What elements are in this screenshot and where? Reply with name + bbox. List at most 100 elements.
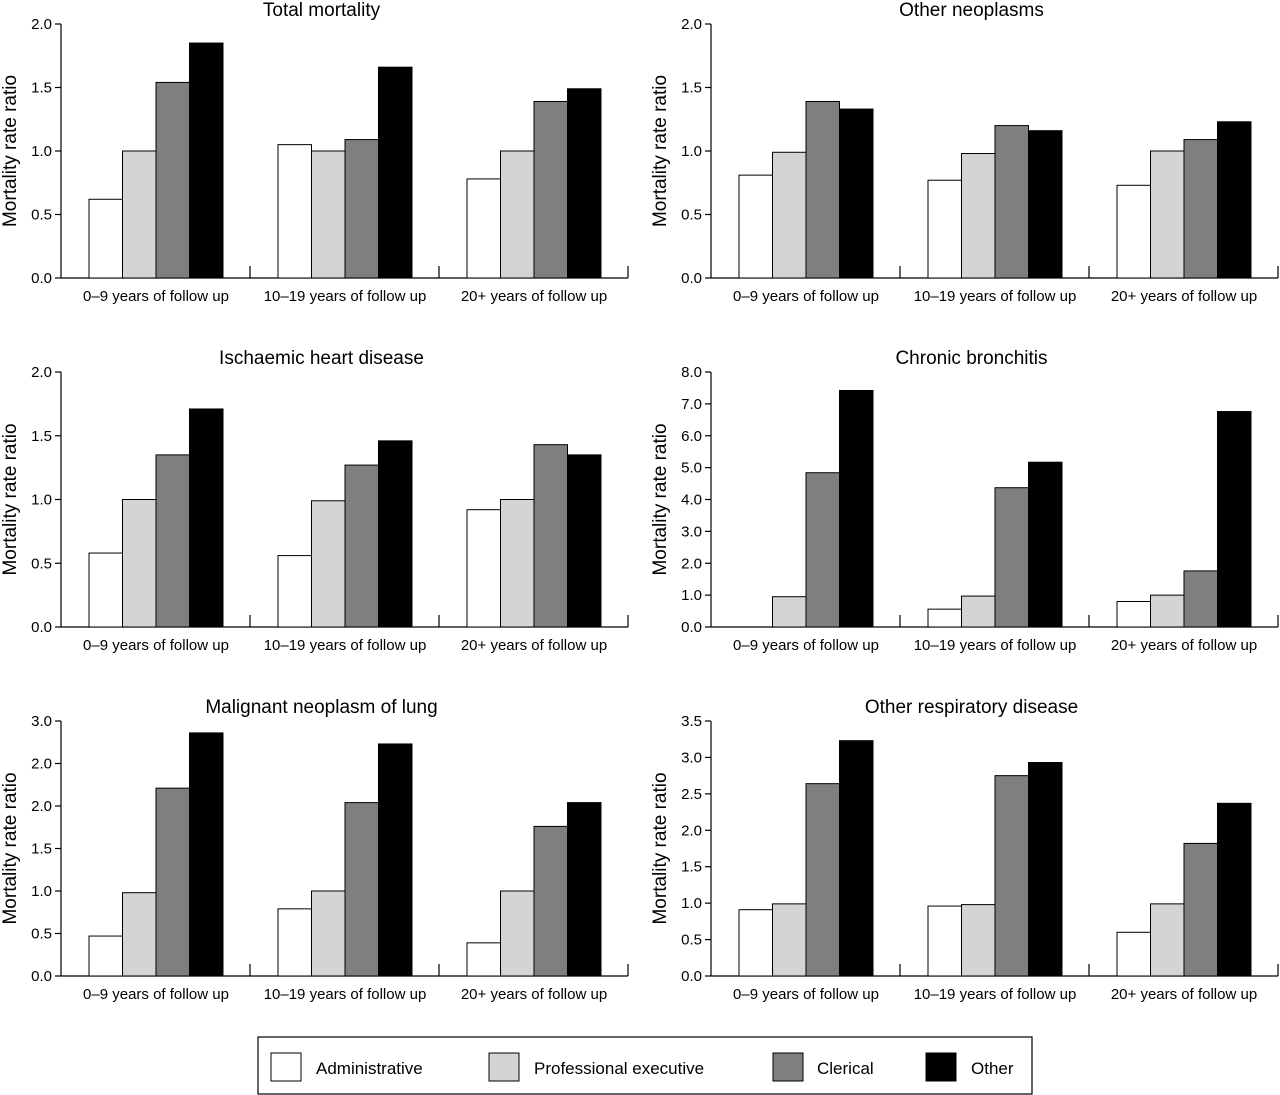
bar-other [378, 440, 413, 628]
x-category-label: 0–9 years of follow up [83, 288, 229, 305]
y-tick-label: 2.0 [31, 364, 52, 381]
y-axis-label: Mortality rate ratio [0, 75, 21, 227]
y-tick-label: 1.0 [681, 587, 702, 604]
legend: Administrative Professional executive Cler… [257, 1036, 1033, 1095]
bar-clerical [1183, 570, 1218, 628]
legend-label-professional-executive: Professional executive [534, 1059, 704, 1078]
y-tick-label: 1.0 [31, 883, 52, 900]
bar-other [567, 454, 602, 628]
x-category-label: 10–19 years of follow up [914, 637, 1077, 654]
y-tick-label: 0.0 [681, 619, 702, 636]
x-category-label: 10–19 years of follow up [264, 288, 427, 305]
legend-label-administrative: Administrative [316, 1059, 423, 1078]
y-tick-label: 0.0 [31, 968, 52, 985]
x-category-label: 20+ years of follow up [1111, 288, 1257, 305]
y-tick-label: 2.5 [681, 786, 702, 803]
y-tick-label: 0.5 [31, 207, 52, 224]
bar-clerical [344, 464, 379, 628]
y-tick-label: 1.5 [31, 428, 52, 445]
bar-administrative [738, 174, 773, 279]
y-tick-label: 1.0 [681, 895, 702, 912]
x-category-label: 0–9 years of follow up [733, 637, 879, 654]
y-tick-label: 5.0 [681, 460, 702, 477]
x-category-label: 10–19 years of follow up [914, 986, 1077, 1003]
panel-other-respiratory-disease: Other respiratory disease Mortality rate … [650, 697, 1279, 1003]
bar-administrative [466, 509, 501, 628]
panel-title: Malignant neoplasm of lung [205, 697, 437, 718]
x-category-label: 0–9 years of follow up [733, 288, 879, 305]
bar-other [839, 108, 874, 279]
bar-administrative [927, 905, 962, 977]
bar-professional-executive [500, 890, 535, 977]
y-axis-label: Mortality rate ratio [0, 423, 21, 575]
bar-administrative [88, 552, 123, 628]
y-tick-label: 4.0 [681, 492, 702, 509]
legend-label-clerical: Clerical [817, 1059, 874, 1078]
bar-clerical [155, 787, 190, 977]
y-tick-label: 1.5 [681, 859, 702, 876]
y-tick-label: 2.0 [31, 756, 52, 773]
bar-professional-executive [1150, 903, 1185, 977]
bar-other [567, 88, 602, 279]
y-tick-label: 2.0 [31, 16, 52, 33]
legend-swatch-clerical [772, 1052, 804, 1082]
bar-clerical [155, 81, 190, 279]
bar-clerical [344, 139, 379, 279]
bar-other [1028, 130, 1063, 279]
bar-other [189, 408, 224, 628]
y-tick-label: 3.5 [681, 713, 702, 730]
bar-professional-executive [500, 499, 535, 628]
y-tick-label: 2.0 [681, 822, 702, 839]
y-tick-label: 0.5 [31, 926, 52, 943]
y-tick-label: 0.5 [681, 207, 702, 224]
bar-other [189, 732, 224, 977]
bar-other [1028, 762, 1063, 977]
legend-swatch-other [925, 1052, 957, 1082]
y-tick-label: 0.0 [681, 270, 702, 287]
panel-title: Other neoplasms [899, 0, 1044, 21]
y-tick-label: 0.5 [681, 932, 702, 949]
bar-other [1217, 411, 1252, 628]
y-tick-label: 6.0 [681, 428, 702, 445]
y-axis-label: Mortality rate ratio [0, 772, 21, 924]
y-tick-label: 0.0 [31, 270, 52, 287]
y-tick-label: 2.0 [31, 798, 52, 815]
x-category-label: 20+ years of follow up [1111, 637, 1257, 654]
y-axis-label: Mortality rate ratio [650, 75, 671, 227]
bar-administrative [88, 198, 123, 279]
bar-clerical [1183, 842, 1218, 977]
y-tick-label: 1.5 [681, 80, 702, 97]
bar-other [839, 740, 874, 977]
bar-clerical [533, 444, 568, 628]
x-category-label: 0–9 years of follow up [733, 986, 879, 1003]
x-category-label: 10–19 years of follow up [264, 986, 427, 1003]
legend-label-other: Other [971, 1059, 1014, 1078]
x-category-label: 0–9 years of follow up [83, 637, 229, 654]
bar-professional-executive [311, 500, 346, 628]
y-tick-label: 3.0 [681, 523, 702, 540]
bar-administrative [466, 942, 501, 977]
x-category-label: 10–19 years of follow up [264, 637, 427, 654]
bar-administrative [1116, 931, 1151, 977]
bar-administrative [1116, 601, 1151, 628]
bar-clerical [533, 825, 568, 977]
y-tick-label: 3.0 [681, 749, 702, 766]
legend-box [257, 1036, 1033, 1095]
bar-professional-executive [772, 151, 807, 279]
bar-professional-executive [1150, 594, 1185, 628]
bar-clerical [994, 775, 1029, 977]
bar-administrative [277, 555, 312, 628]
y-tick-label: 2.0 [681, 16, 702, 33]
y-tick-label: 1.0 [31, 492, 52, 509]
y-axis-label: Mortality rate ratio [650, 423, 671, 575]
y-tick-label: 1.5 [31, 80, 52, 97]
bar-other [1217, 121, 1252, 279]
panel-title: Chronic bronchitis [895, 348, 1047, 369]
panel-other-neoplasms: Other neoplasms Mortality rate ratio 0.0 0.… [650, 0, 1279, 305]
bar-professional-executive [1150, 150, 1185, 279]
x-category-label: 10–19 years of follow up [914, 288, 1077, 305]
panel-total-mortality: Total mortality Mortality rate ratio 0.0 0.… [0, 0, 629, 305]
panel-title: Other respiratory disease [865, 697, 1078, 718]
y-tick-label: 1.0 [31, 143, 52, 160]
bar-professional-executive [961, 595, 996, 628]
